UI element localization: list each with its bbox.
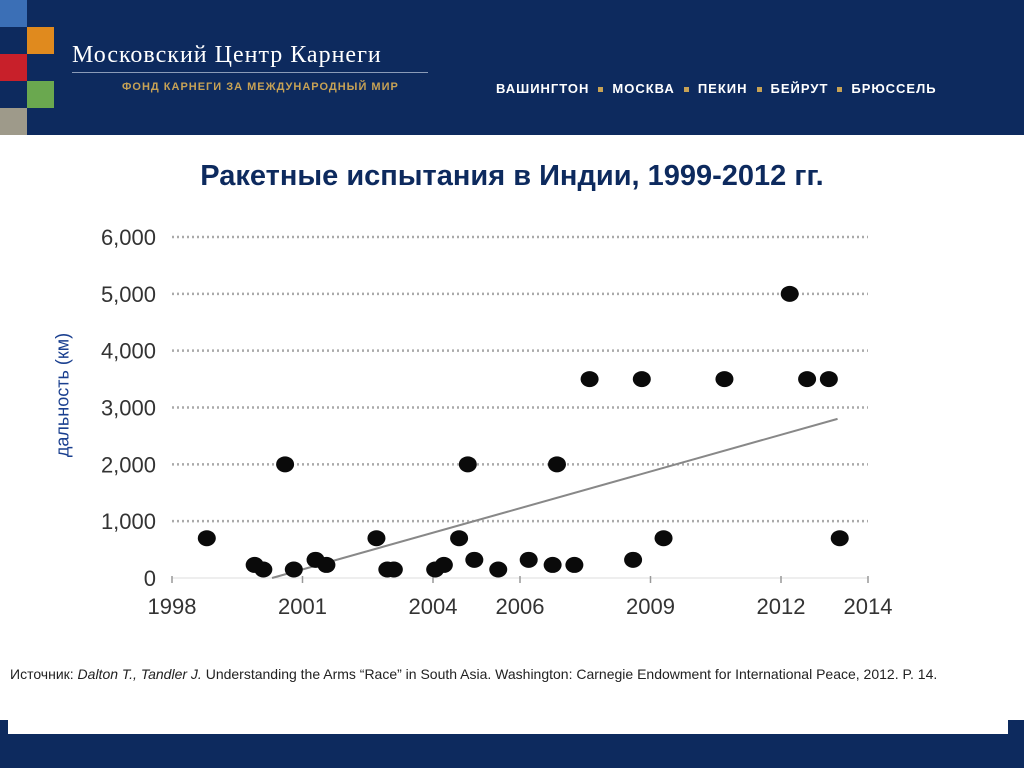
city-beijing: ПЕКИН <box>697 81 748 96</box>
y-tick-label: 4,000 <box>101 339 156 364</box>
source-text: Understanding the Arms “Race” in South A… <box>201 666 938 682</box>
logo-square-blue <box>0 0 27 27</box>
separator-dot <box>598 87 604 93</box>
logo-square-gray <box>0 108 27 135</box>
footer-bar <box>0 734 1024 768</box>
cities-list: ВАШИНГТОН МОСКВА ПЕКИН БЕЙРУТ БРЮССЕЛЬ <box>496 81 937 96</box>
logo-square-green <box>27 81 54 108</box>
data-point <box>367 530 386 547</box>
data-point <box>624 551 643 568</box>
x-tick-label: 2001 <box>278 594 327 619</box>
org-name: Московский Центр Карнеги <box>72 42 382 68</box>
logo-divider <box>72 72 428 73</box>
header-bar: Московский Центр Карнеги ФОНД КАРНЕГИ ЗА… <box>0 0 1024 135</box>
y-tick-label: 3,000 <box>101 396 156 421</box>
footer-gap <box>8 720 1008 734</box>
logo-square-red <box>0 54 27 81</box>
org-subtitle: ФОНД КАРНЕГИ ЗА МЕЖДУНАРОДНЫЙ МИР <box>122 81 399 93</box>
city-brussels: БРЮССЕЛЬ <box>851 81 937 96</box>
data-point <box>458 456 477 473</box>
y-tick-label: 0 <box>144 566 156 591</box>
y-tick-label: 1,000 <box>101 509 156 534</box>
city-washington: ВАШИНГТОН <box>496 81 590 96</box>
source-authors: Dalton T., Tandler J. <box>77 666 202 682</box>
trend-line <box>271 417 838 579</box>
y-tick-label: 6,000 <box>101 225 156 250</box>
logo-square-orange <box>27 27 54 54</box>
data-point <box>519 551 538 568</box>
x-tick-label: 2006 <box>496 594 545 619</box>
data-point <box>434 556 453 573</box>
data-point <box>654 530 673 547</box>
x-tick-label: 2009 <box>626 594 675 619</box>
city-beirut: БЕЙРУТ <box>770 81 829 96</box>
data-point <box>465 551 484 568</box>
data-point <box>780 285 799 302</box>
data-point <box>284 561 303 578</box>
separator-dot <box>683 87 689 93</box>
separator-dot <box>837 87 843 93</box>
x-tick-label: 2012 <box>757 594 806 619</box>
data-point <box>819 371 838 388</box>
data-point <box>197 530 216 547</box>
separator-dot <box>756 87 762 93</box>
data-point <box>580 371 599 388</box>
data-point <box>254 561 273 578</box>
x-tick-label: 1998 <box>148 594 197 619</box>
x-tick-label: 2014 <box>844 594 893 619</box>
x-tick-label: 2004 <box>409 594 458 619</box>
data-point <box>547 456 566 473</box>
data-point <box>317 556 336 573</box>
data-point <box>715 371 734 388</box>
source-citation: Источник: Dalton T., Tandler J. Understa… <box>10 664 1000 685</box>
data-point <box>450 530 469 547</box>
data-point <box>489 561 508 578</box>
data-point <box>798 371 817 388</box>
y-tick-label: 2,000 <box>101 452 156 477</box>
data-point <box>276 456 295 473</box>
data-point <box>830 530 849 547</box>
city-moscow: МОСКВА <box>612 81 675 96</box>
y-tick-label: 5,000 <box>101 282 156 307</box>
data-point <box>565 556 584 573</box>
data-point <box>632 371 651 388</box>
source-prefix: Источник: <box>10 666 78 682</box>
data-point <box>384 561 403 578</box>
chart-title: Ракетные испытания в Индии, 1999-2012 гг… <box>200 160 824 192</box>
data-point <box>543 556 562 573</box>
